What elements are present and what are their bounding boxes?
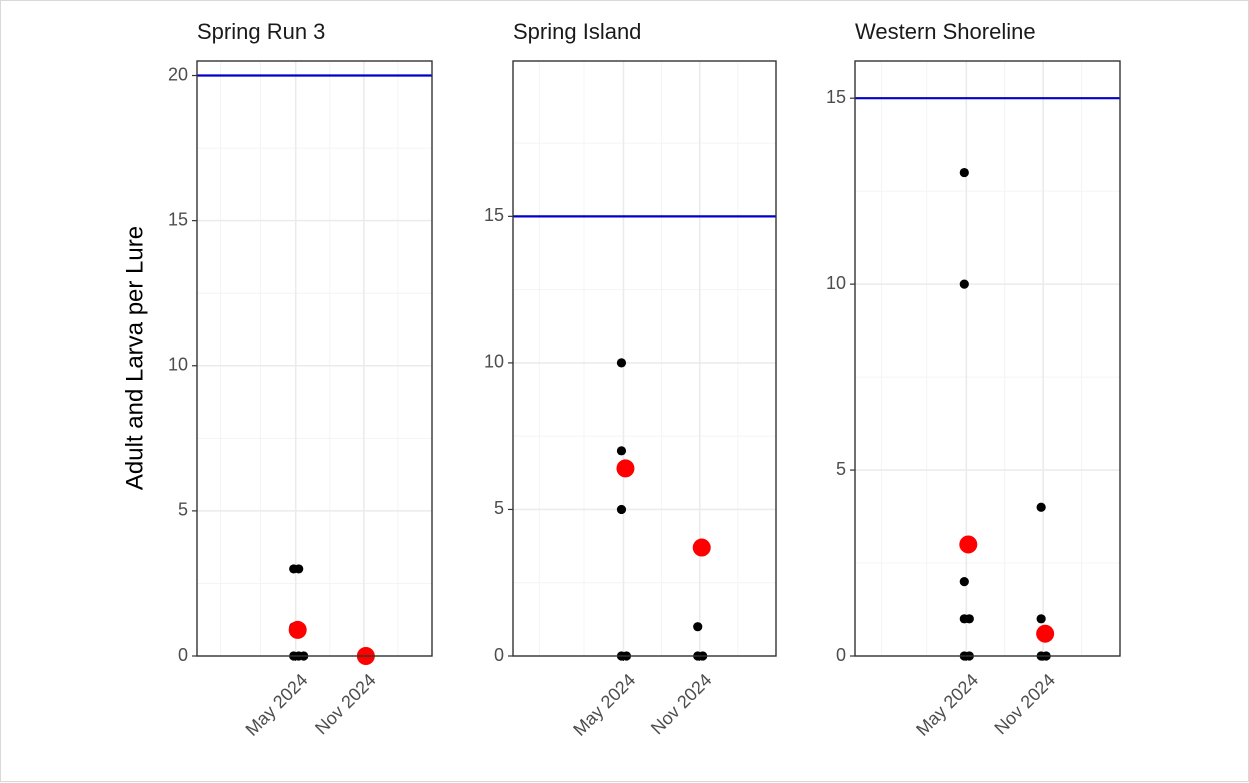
panel-border <box>512 60 777 657</box>
mean-point <box>616 459 635 478</box>
mean-point <box>959 535 978 554</box>
panel-background <box>855 61 1120 656</box>
y-tick-label: 20 <box>168 64 188 84</box>
observation-point <box>1036 502 1046 512</box>
panel-background <box>513 61 776 656</box>
observation-point <box>693 622 703 632</box>
observation-point <box>1036 614 1046 624</box>
y-tick-label: 5 <box>836 459 846 479</box>
observation-point <box>959 577 969 587</box>
mean-point <box>288 620 307 639</box>
y-tick-label: 5 <box>494 498 504 518</box>
x-tick-label: Nov 2024 <box>990 670 1059 739</box>
panel-title: Western Shoreline <box>855 19 1036 44</box>
observation-point <box>959 279 969 289</box>
y-axis-label: Adult and Larva per Lure <box>121 226 148 490</box>
observation-point <box>959 167 969 178</box>
observation-point <box>616 446 627 456</box>
y-tick-label: 10 <box>168 355 188 375</box>
mean-point <box>692 538 711 557</box>
panel-title: Spring Island <box>513 19 641 44</box>
panel-border <box>196 60 433 657</box>
y-tick-label: 15 <box>826 87 846 107</box>
y-tick-label: 0 <box>178 645 188 665</box>
observation-point <box>964 614 974 624</box>
y-tick-label: 15 <box>168 209 188 229</box>
x-tick-label: Nov 2024 <box>647 670 716 739</box>
y-tick-label: 0 <box>494 645 504 665</box>
panel-1: 0 5 10 15 20 May 2024 Nov 2024 Spring Run 3 <box>168 19 433 740</box>
panel-2: 0 5 10 15 May 2024 Nov 2024 Spring Island <box>484 19 777 740</box>
x-tick-label: May 2024 <box>242 670 312 740</box>
panel-title: Spring Run 3 <box>197 19 325 44</box>
mean-point <box>1036 624 1055 643</box>
x-tick-label: Nov 2024 <box>311 670 380 739</box>
y-tick-label: 10 <box>826 273 846 293</box>
x-tick-label: May 2024 <box>912 670 982 740</box>
panel-background <box>197 61 432 656</box>
y-tick-label: 15 <box>484 205 504 225</box>
observation-point <box>616 504 627 515</box>
panel-border <box>854 60 1121 657</box>
observation-point <box>294 564 304 574</box>
y-tick-label: 5 <box>178 500 188 520</box>
observation-point <box>616 358 627 368</box>
y-tick-label: 10 <box>484 352 504 372</box>
y-tick-label: 0 <box>836 645 846 665</box>
x-tick-label: May 2024 <box>569 670 639 740</box>
panel-3: 0 5 10 15 May 2024 Nov 2024 Western Shoreline <box>826 19 1121 740</box>
